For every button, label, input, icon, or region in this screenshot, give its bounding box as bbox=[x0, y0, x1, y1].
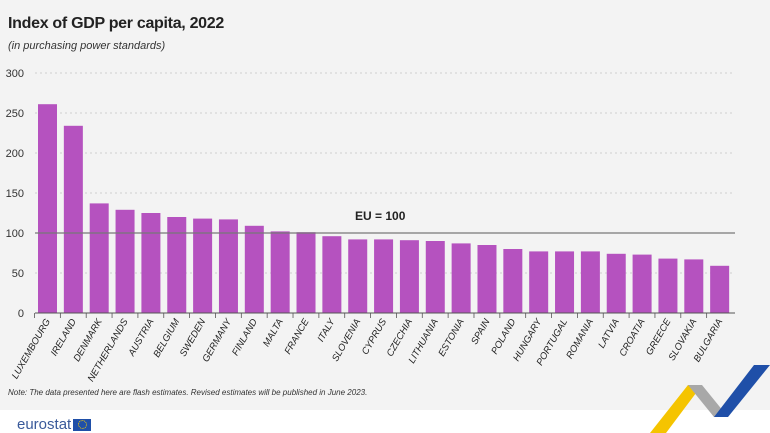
eu-flag-icon bbox=[73, 418, 92, 431]
x-tick-label: FINLAND bbox=[230, 317, 260, 358]
bar-latvia bbox=[606, 253, 626, 313]
chart-subtitle: (in purchasing power standards) bbox=[8, 40, 166, 52]
x-tick-label: MALTA bbox=[261, 317, 286, 349]
bar-chart: 050100150200250300LUXEMBOURGIRELANDDENMA… bbox=[6, 68, 735, 384]
bar-denmark bbox=[89, 203, 109, 313]
bar-spain bbox=[477, 245, 497, 313]
x-tick-label: LATVIA bbox=[596, 317, 622, 350]
bar-estonia bbox=[451, 243, 471, 313]
chart-panel bbox=[0, 0, 770, 410]
bar-austria bbox=[141, 213, 161, 313]
y-tick-label: 150 bbox=[6, 188, 24, 200]
bar-finland bbox=[244, 225, 264, 313]
bar-croatia bbox=[632, 254, 652, 313]
bar-greece bbox=[658, 258, 678, 313]
bar-lithuania bbox=[425, 241, 445, 313]
chart-note: Note: The data presented here are flash … bbox=[8, 388, 368, 397]
bar-czechia bbox=[399, 240, 419, 313]
y-tick-label: 200 bbox=[6, 148, 24, 160]
bar-cyprus bbox=[374, 239, 394, 313]
bar-slovakia bbox=[684, 259, 704, 313]
bar-poland bbox=[503, 249, 523, 313]
bar-belgium bbox=[167, 217, 187, 313]
x-tick-label: SPAIN bbox=[469, 317, 492, 347]
bar-portugal bbox=[555, 251, 575, 313]
bar-italy bbox=[322, 236, 342, 313]
y-tick-label: 100 bbox=[6, 228, 24, 240]
reference-line-label: EU = 100 bbox=[355, 209, 406, 223]
bar-bulgaria bbox=[710, 265, 730, 313]
bar-luxembourg bbox=[38, 104, 57, 313]
logo-text: eurostat bbox=[17, 416, 72, 433]
bar-hungary bbox=[529, 251, 549, 313]
bar-netherlands bbox=[115, 209, 135, 313]
y-tick-label: 300 bbox=[6, 68, 24, 80]
bar-romania bbox=[580, 251, 600, 313]
bar-slovenia bbox=[348, 239, 368, 313]
x-tick-label: ESTONIA bbox=[436, 317, 466, 358]
x-tick-label: LUXEMBOURG bbox=[10, 317, 53, 381]
eurostat-logo: eurostat bbox=[17, 416, 92, 433]
bar-malta bbox=[270, 231, 290, 313]
bar-ireland bbox=[63, 125, 83, 313]
x-tick-label: ITALY bbox=[316, 316, 338, 344]
y-tick-label: 0 bbox=[18, 308, 24, 320]
bar-sweden bbox=[193, 218, 213, 313]
x-tick-label: FRANCE bbox=[283, 316, 312, 356]
y-tick-label: 250 bbox=[6, 108, 24, 120]
chart-title: Index of GDP per capita, 2022 bbox=[8, 15, 224, 32]
y-tick-label: 50 bbox=[12, 268, 24, 280]
x-tick-label: POLAND bbox=[489, 317, 518, 356]
decorative-swoosh-icon bbox=[650, 365, 770, 433]
bar-germany bbox=[218, 219, 238, 313]
bar-france bbox=[296, 232, 316, 313]
